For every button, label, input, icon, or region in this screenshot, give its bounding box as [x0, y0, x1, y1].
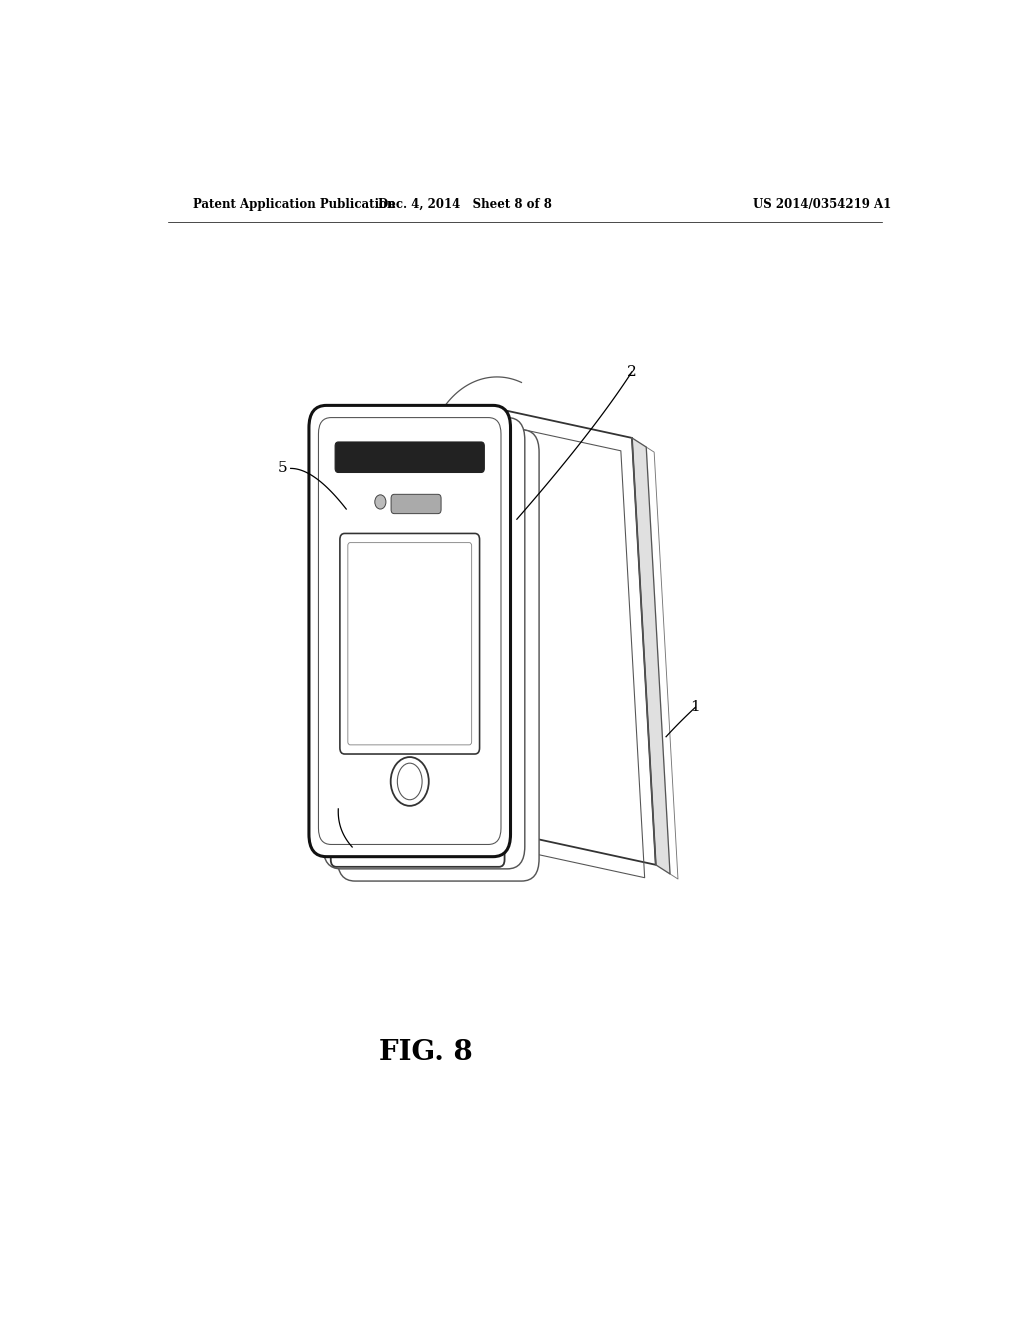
- Text: Dec. 4, 2014   Sheet 8 of 8: Dec. 4, 2014 Sheet 8 of 8: [378, 198, 552, 211]
- Text: 23: 23: [312, 807, 332, 821]
- Text: 2: 2: [627, 364, 637, 379]
- Polygon shape: [492, 408, 655, 865]
- Text: FIG. 8: FIG. 8: [379, 1039, 472, 1067]
- FancyBboxPatch shape: [324, 417, 524, 869]
- FancyBboxPatch shape: [335, 442, 484, 473]
- FancyBboxPatch shape: [331, 828, 505, 867]
- Polygon shape: [632, 438, 670, 874]
- FancyBboxPatch shape: [309, 405, 511, 857]
- Text: US 2014/0354219 A1: US 2014/0354219 A1: [754, 198, 892, 211]
- Text: Patent Application Publication: Patent Application Publication: [194, 198, 395, 211]
- Circle shape: [391, 758, 429, 805]
- FancyBboxPatch shape: [338, 430, 539, 880]
- Circle shape: [375, 495, 386, 510]
- FancyBboxPatch shape: [340, 533, 479, 754]
- FancyBboxPatch shape: [348, 543, 472, 744]
- Text: 1: 1: [690, 700, 700, 714]
- Text: 5: 5: [278, 462, 288, 475]
- FancyBboxPatch shape: [391, 494, 441, 513]
